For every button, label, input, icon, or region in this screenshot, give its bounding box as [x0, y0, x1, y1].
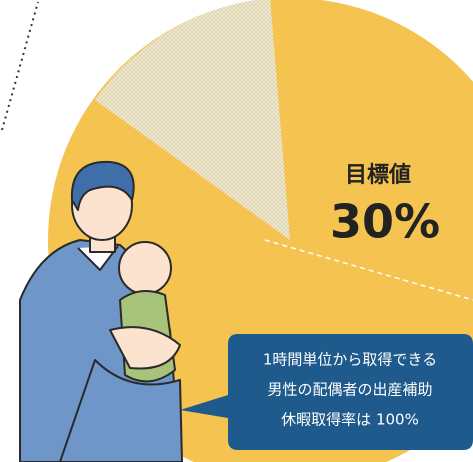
dotted-line [2, 2, 38, 130]
infographic: 目標値 30% 1時間単位から取得できる 男性の配偶者の出産補助 休暇取得率は … [0, 0, 473, 462]
target-value: 30% [330, 195, 440, 249]
page: 目標値 30% 1時間単位から取得できる 男性の配偶者の出産補助 休暇取得率は … [0, 0, 473, 462]
callout-line: 男性の配偶者の出産補助 [267, 381, 432, 399]
callout-line: 休暇取得率は 100% [281, 411, 419, 429]
target-heading: 目標値 [345, 163, 411, 188]
callout-line: 1時間単位から取得できる [263, 351, 437, 369]
